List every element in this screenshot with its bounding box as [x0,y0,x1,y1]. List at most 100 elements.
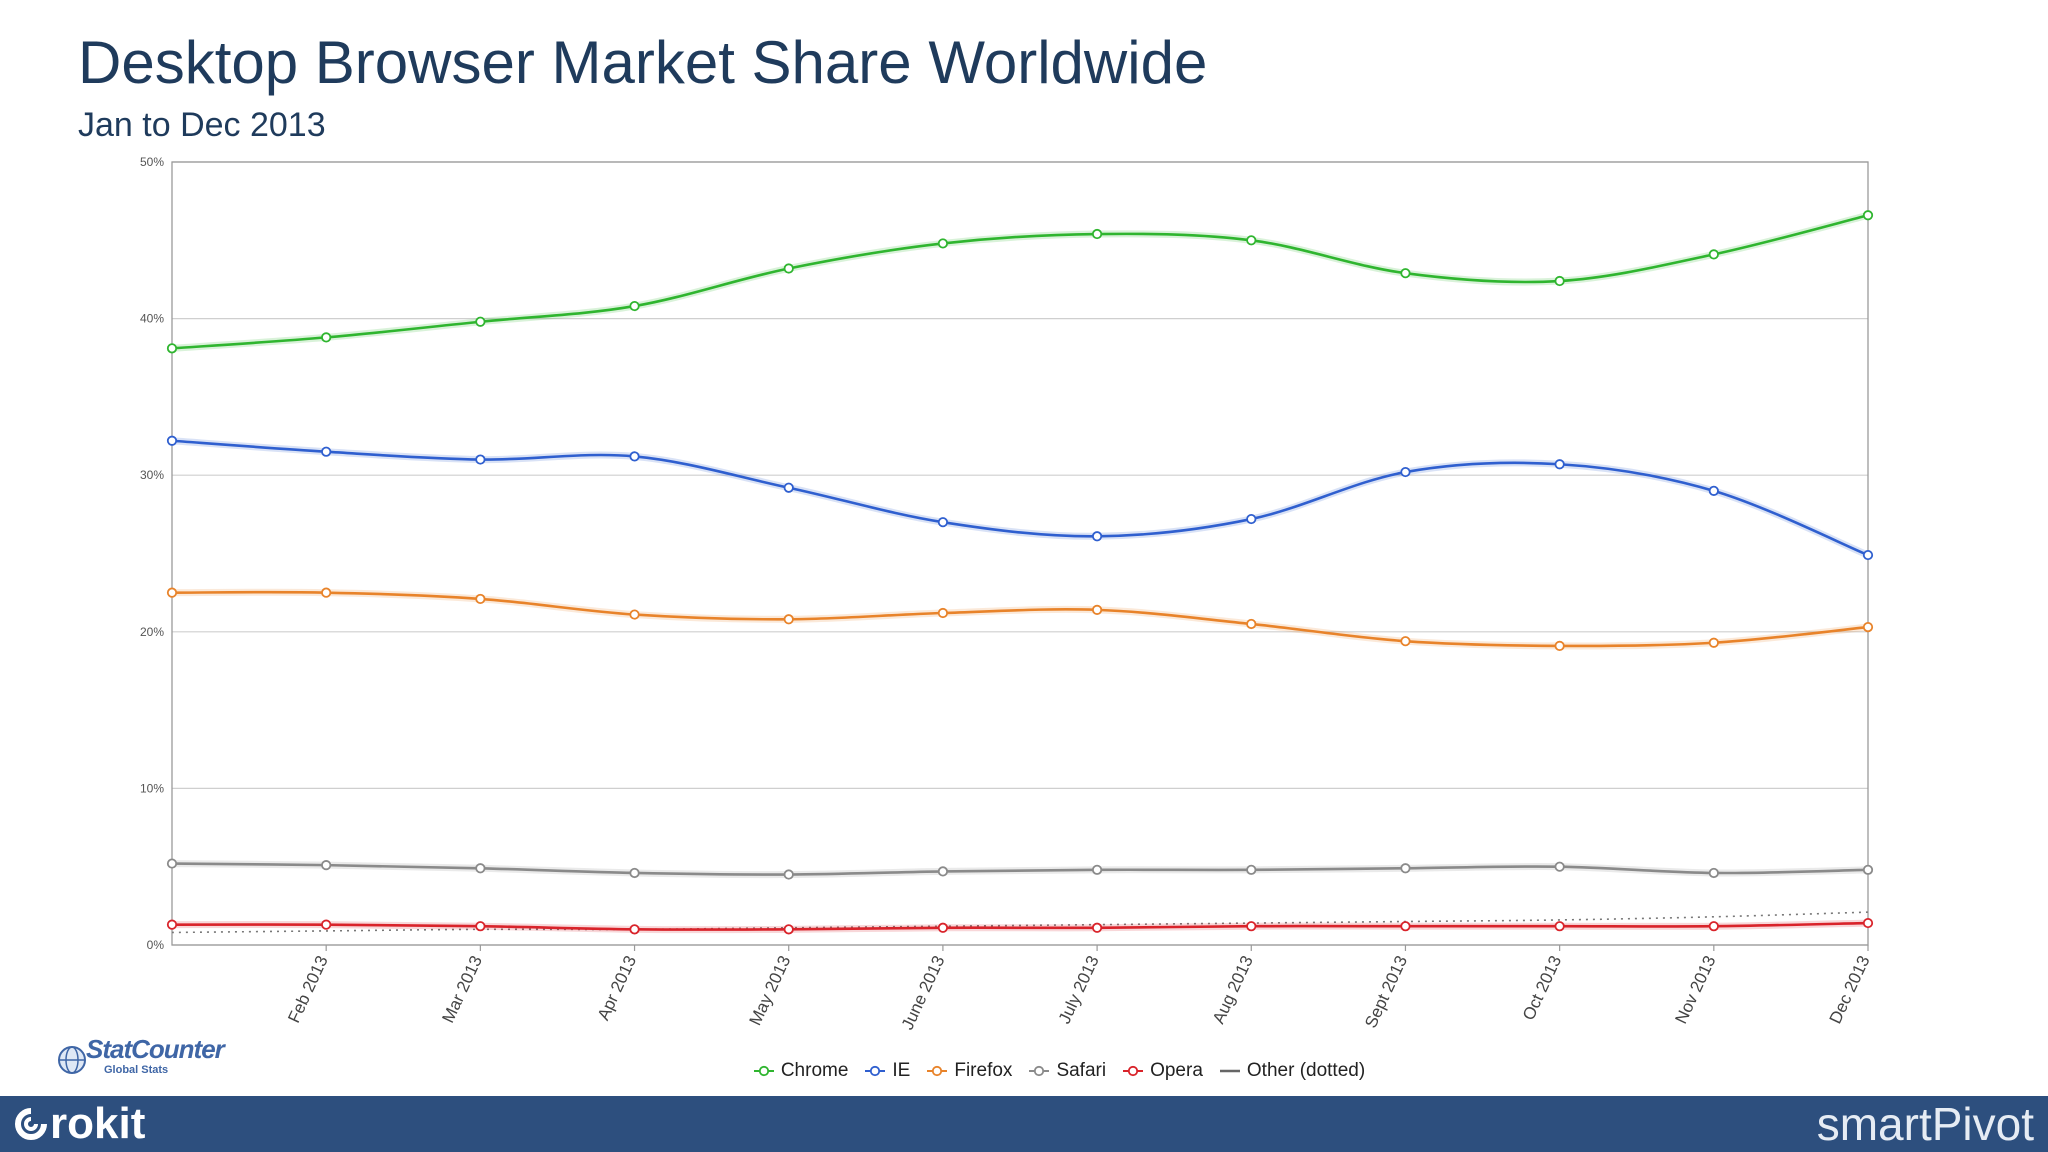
legend-swatch-firefox [927,1065,948,1077]
data-point-opera [1708,921,1719,932]
data-point-firefox [1400,636,1411,647]
series-line-chrome [171,213,1869,350]
page-title: Desktop Browser Market Share Worldwide [78,29,1208,96]
data-point-firefox [1708,637,1719,648]
statcounter-logo: StatCounter Global Stats [56,1034,246,1088]
data-point-opera [937,922,949,933]
data-point-chrome [166,343,178,354]
x-tick-label: Dec 2013 [1826,953,1874,1027]
y-tick-label: 30% [140,468,164,482]
series-line-firefox [171,590,1869,648]
data-point-chrome [475,316,486,327]
legend-swatch-ie [865,1065,886,1077]
data-point-firefox [321,587,332,598]
legend-item-ie: IE [864,1060,910,1082]
series-line-other-dotted [171,911,1869,934]
plot-area [172,162,1868,945]
data-point-opera [321,919,332,930]
x-tick-label: Nov 2013 [1671,953,1719,1027]
data-point-opera [629,924,640,935]
x-tick-label: Apr 2013 [594,953,640,1024]
data-point-firefox [1091,604,1103,615]
legend-item-opera: Opera [1122,1060,1203,1082]
data-point-ie [1554,459,1565,470]
legend-item-safari: Safari [1028,1060,1106,1082]
data-point-firefox [783,614,794,625]
data-point-opera [1246,921,1257,932]
x-tick-label: Mar 2013 [438,953,486,1026]
data-point-opera [783,924,794,935]
data-point-firefox [1246,618,1257,630]
data-point-opera [166,919,178,930]
data-point-safari [166,858,178,869]
x-tick-label: Aug 2013 [1209,953,1257,1027]
statcounter-tagline: Global Stats [104,1064,169,1076]
data-point-opera [1554,921,1565,932]
data-point-ie [1091,531,1103,542]
legend-label-safari: Safari [1056,1060,1107,1081]
data-point-chrome [1400,268,1411,279]
legend-item-other-dotted: Other (dotted) [1219,1060,1365,1082]
data-point-chrome [1554,275,1565,287]
data-point-ie [629,451,640,462]
data-point-safari [475,863,486,874]
page-subtitle: Jan to Dec 2013 [78,106,326,144]
x-tick-label: Sept 2013 [1361,953,1411,1031]
data-point-ie [783,482,794,493]
data-point-chrome [629,300,640,312]
legend-swatch-chrome [753,1065,774,1077]
data-point-firefox [475,593,486,605]
data-point-ie [937,517,949,528]
data-point-ie [1862,549,1874,561]
chart-legend: Chrome IE Firefox Safari Opera Other (dotted) [0,1060,2048,1082]
data-point-firefox [1862,622,1874,633]
legend-label-other-dotted: Other (dotted) [1246,1060,1366,1081]
legend-swatch-safari [1029,1065,1050,1077]
x-tick-label: June 2013 [898,953,949,1033]
data-point-ie [166,435,178,446]
data-point-firefox [937,607,949,619]
y-tick-label: 50% [140,155,164,169]
rokit-brand-text: rokit [50,1099,146,1148]
y-tick-label: 20% [140,625,164,639]
legend-label-firefox: Firefox [954,1060,1013,1081]
y-tick-label: 0% [147,938,165,952]
data-point-chrome [937,238,949,249]
data-point-chrome [783,263,794,274]
data-point-opera [475,921,486,932]
data-point-opera [1400,921,1411,932]
rokit-logo: rokit [14,1098,145,1150]
series-line-opera [171,921,1869,931]
legend-label-ie: IE [892,1060,911,1081]
series-line-safari [171,862,1869,876]
data-point-safari [321,860,332,871]
x-tick-label: July 2013 [1055,953,1103,1027]
data-point-safari [1554,861,1565,872]
data-point-safari [1091,864,1103,875]
x-tick-label: Oct 2013 [1519,953,1565,1024]
data-point-safari [1400,863,1411,874]
legend-swatch-other-dotted [1219,1069,1240,1073]
legend-item-firefox: Firefox [926,1060,1012,1082]
legend-label-chrome: Chrome [780,1060,849,1081]
globe-icon [58,1046,86,1074]
data-point-chrome [1862,210,1874,221]
smartpivot-brand-text: smartPivot [1816,1098,2034,1150]
data-point-chrome [1091,228,1103,240]
data-point-ie [1708,485,1719,496]
data-point-safari [1708,867,1719,879]
rokit-swirl-icon [15,1108,47,1140]
y-tick-label: 40% [140,312,164,326]
data-point-chrome [1246,235,1257,246]
data-point-chrome [321,332,332,343]
legend-item-chrome: Chrome [753,1060,849,1082]
data-point-chrome [1708,249,1719,260]
statcounter-name: StatCounter [86,1034,225,1064]
legend-swatch-opera [1123,1065,1144,1077]
data-point-safari [1246,864,1257,875]
legend-label-opera: Opera [1150,1060,1203,1081]
data-point-ie [1246,513,1257,525]
data-point-opera [1862,917,1874,929]
